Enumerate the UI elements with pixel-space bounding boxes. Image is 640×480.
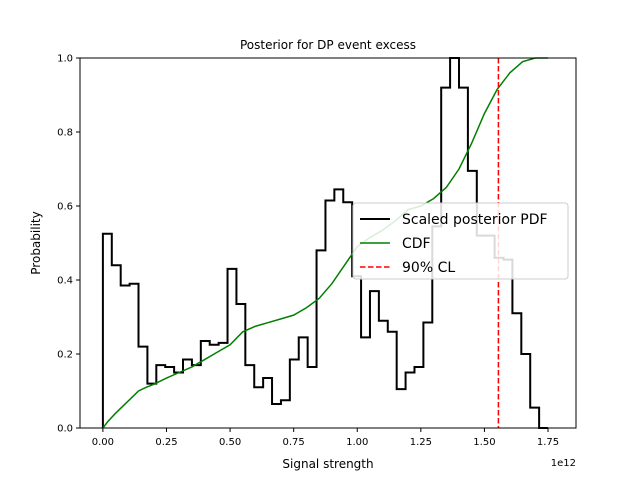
x-tick-label: 0.75 <box>283 437 305 448</box>
x-tick-label: 0.00 <box>92 437 114 448</box>
y-tick-label: 1.0 <box>57 54 73 65</box>
legend-label: Scaled posterior PDF <box>402 212 548 228</box>
legend: Scaled posterior PDF CDF 90% CL <box>352 202 569 280</box>
x-tick-label: 1.00 <box>346 437 368 448</box>
y-tick-label: 0.8 <box>57 128 73 139</box>
x-tick-label: 1.75 <box>537 437 559 448</box>
x-tick-label: 1.25 <box>410 437 432 448</box>
legend-label: 90% CL <box>402 260 455 276</box>
legend-box <box>352 202 569 280</box>
y-tick-label: 0.4 <box>57 276 73 287</box>
axes-frame <box>79 57 577 429</box>
x-offset-label: 1e12 <box>551 458 576 469</box>
y-tick-label: 0.2 <box>57 350 73 361</box>
y-tick-label: 0.0 <box>57 424 73 435</box>
legend-label: CDF <box>402 236 431 252</box>
y-axis-label: Probability <box>29 211 43 274</box>
x-tick-label: 0.50 <box>219 437 241 448</box>
x-axis-label: Signal strength <box>282 457 373 471</box>
y-tick-label: 0.6 <box>57 202 73 213</box>
x-tick-label: 0.25 <box>155 437 177 448</box>
axis-ticks: 0.00 0.25 0.50 0.75 1.00 1.25 1.50 1.75 0.0 0.2 0.… <box>57 54 559 449</box>
pdf-step-line <box>101 57 549 429</box>
cdf-line <box>102 57 549 429</box>
chart-title: Posterior for DP event excess <box>240 38 416 52</box>
x-tick-label: 1.50 <box>473 437 495 448</box>
